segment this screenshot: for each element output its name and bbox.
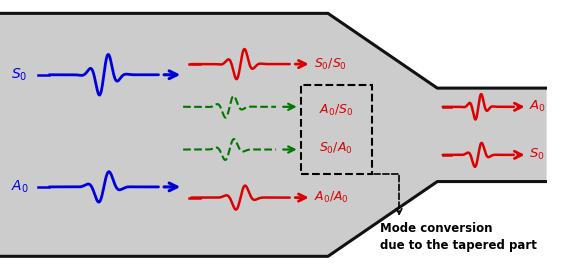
Text: $A_0$: $A_0$: [529, 99, 546, 114]
Polygon shape: [0, 13, 547, 256]
Text: Mode conversion
due to the tapered part: Mode conversion due to the tapered part: [380, 222, 537, 252]
Text: $S_0/S_0$: $S_0/S_0$: [314, 57, 347, 72]
Text: $A_0/S_0$: $A_0/S_0$: [319, 103, 353, 118]
Bar: [300, 85, 372, 174]
Text: $S_0/A_0$: $S_0/A_0$: [319, 141, 353, 156]
Text: $S_0$: $S_0$: [11, 66, 27, 83]
Text: $A_0$: $A_0$: [11, 179, 28, 195]
Text: $S_0$: $S_0$: [529, 147, 545, 162]
Text: $A_0/A_0$: $A_0/A_0$: [314, 190, 349, 205]
